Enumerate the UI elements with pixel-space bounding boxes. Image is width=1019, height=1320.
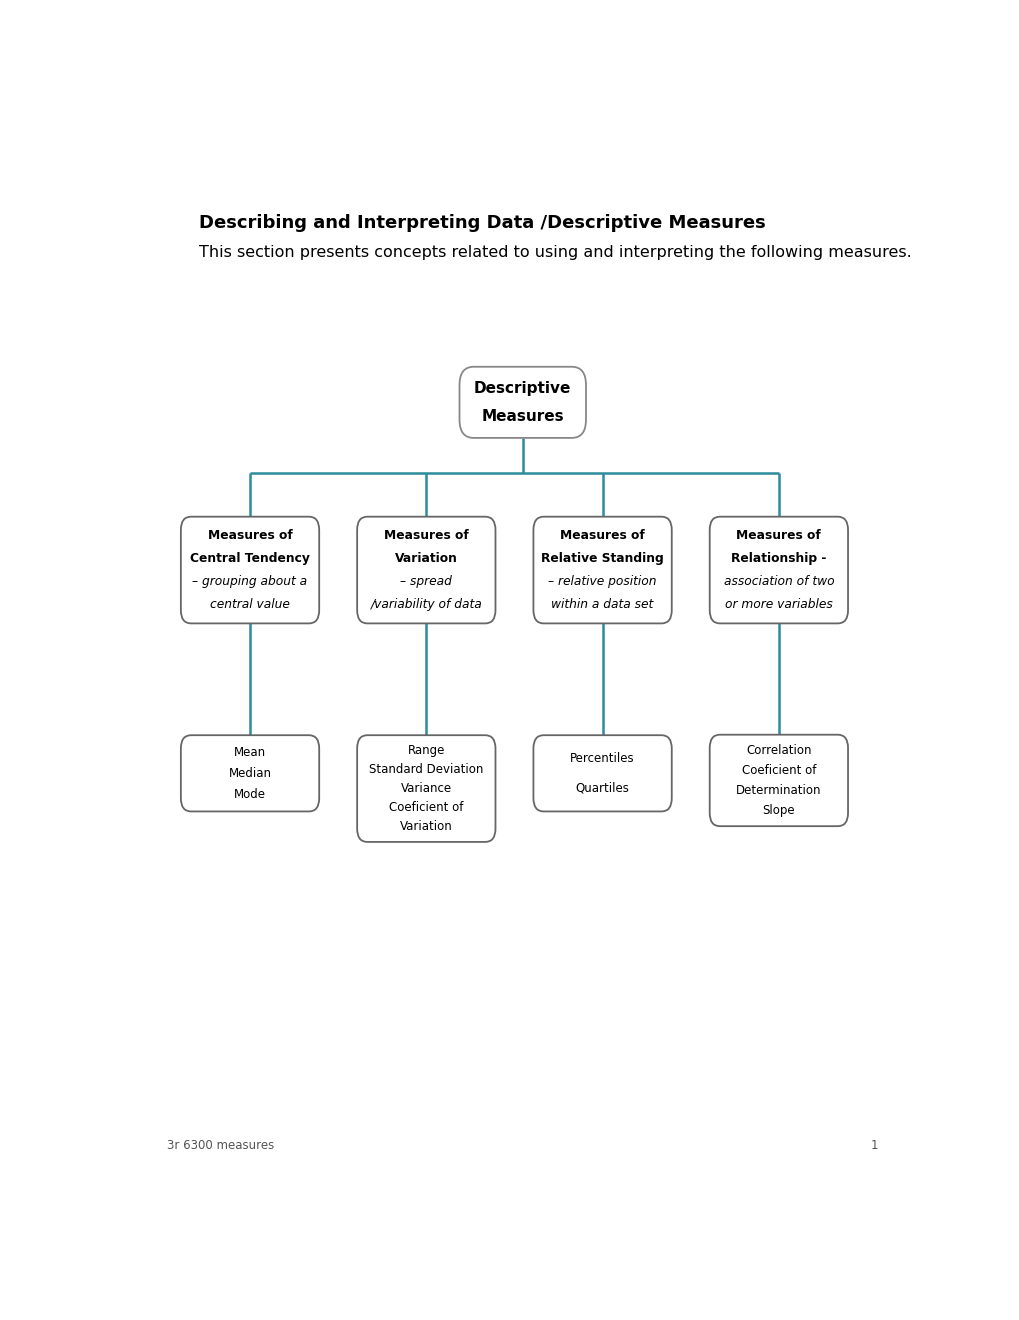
Text: association of two: association of two xyxy=(722,576,834,589)
Text: Quartiles: Quartiles xyxy=(575,781,629,795)
Text: Variance: Variance xyxy=(400,781,451,795)
Text: Variation: Variation xyxy=(394,552,458,565)
FancyBboxPatch shape xyxy=(180,516,319,623)
Text: Relative Standing: Relative Standing xyxy=(541,552,663,565)
Text: Relationship -: Relationship - xyxy=(731,552,825,565)
Text: Measures of: Measures of xyxy=(208,529,292,541)
Text: /variability of data: /variability of data xyxy=(370,598,482,611)
Text: Variation: Variation xyxy=(399,820,452,833)
Text: Median: Median xyxy=(228,767,271,780)
Text: Slope: Slope xyxy=(762,804,795,817)
Text: Mean: Mean xyxy=(233,746,266,759)
FancyBboxPatch shape xyxy=(533,735,672,812)
Text: central value: central value xyxy=(210,598,289,611)
Text: Mode: Mode xyxy=(233,788,266,801)
Text: Correlation: Correlation xyxy=(745,744,811,758)
Text: Describing and Interpreting Data /Descriptive Measures: Describing and Interpreting Data /Descri… xyxy=(199,214,764,232)
Text: Descriptive: Descriptive xyxy=(474,381,571,396)
FancyBboxPatch shape xyxy=(459,367,585,438)
Text: Measures of: Measures of xyxy=(559,529,644,541)
FancyBboxPatch shape xyxy=(180,735,319,812)
FancyBboxPatch shape xyxy=(533,516,672,623)
Text: Determination: Determination xyxy=(736,784,821,797)
Text: Standard Deviation: Standard Deviation xyxy=(369,763,483,776)
Text: Coeficient of: Coeficient of xyxy=(741,764,815,777)
Text: – relative position: – relative position xyxy=(548,576,656,589)
Text: – grouping about a: – grouping about a xyxy=(193,576,308,589)
Text: within a data set: within a data set xyxy=(551,598,653,611)
Text: This section presents concepts related to using and interpreting the following m: This section presents concepts related t… xyxy=(199,244,911,260)
Text: Measures: Measures xyxy=(481,408,564,424)
FancyBboxPatch shape xyxy=(357,516,495,623)
Text: Percentiles: Percentiles xyxy=(570,752,634,766)
Text: Range: Range xyxy=(408,744,444,756)
Text: Central Tendency: Central Tendency xyxy=(190,552,310,565)
Text: 3r 6300 measures: 3r 6300 measures xyxy=(167,1139,274,1152)
Text: Measures of: Measures of xyxy=(383,529,468,541)
Text: 1: 1 xyxy=(870,1139,877,1152)
Text: – spread: – spread xyxy=(400,576,451,589)
Text: Measures of: Measures of xyxy=(736,529,820,541)
FancyBboxPatch shape xyxy=(709,516,847,623)
Text: or more variables: or more variables xyxy=(725,598,832,611)
FancyBboxPatch shape xyxy=(357,735,495,842)
FancyBboxPatch shape xyxy=(709,735,847,826)
Text: Coeficient of: Coeficient of xyxy=(388,801,463,814)
